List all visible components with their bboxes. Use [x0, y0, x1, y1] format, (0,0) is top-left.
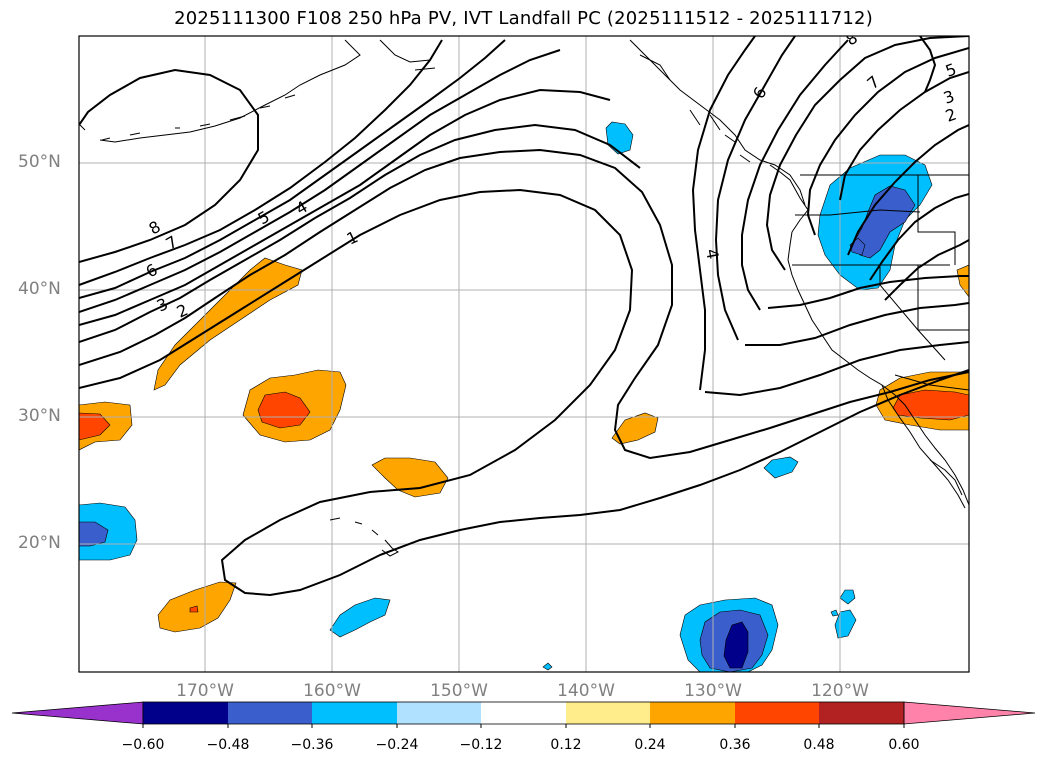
- pv-contours: [79, 36, 969, 597]
- pv-contour-5-east-outer: [847, 124, 969, 256]
- state-boundary-wa-or: [795, 209, 921, 216]
- map-title: 2025111300 F108 250 hPa PV, IVT Landfall…: [174, 8, 873, 29]
- colorbar-segment: [819, 702, 904, 724]
- colorbar: [11, 701, 1036, 728]
- baja-coast: [881, 384, 966, 509]
- colorbar-segment: [228, 702, 312, 724]
- state-boundary-nv: [879, 265, 946, 361]
- negative-ivt-regions: [79, 121, 933, 672]
- colorbar-segment: [481, 702, 566, 724]
- colorbar-tick-label: 0.24: [634, 737, 666, 753]
- colorbar-extend-low: [11, 701, 144, 725]
- alaska-mainland: [379, 39, 806, 206]
- colorbar-segment: [566, 702, 650, 724]
- positive-region-hawaii-ne: [371, 457, 449, 498]
- us-west-coast: [787, 231, 969, 506]
- pv-contour-7-west: [79, 39, 443, 286]
- strong-positive-west-edge: [79, 412, 111, 441]
- lat-label-50n: 50°N: [18, 152, 61, 172]
- strong-positive-region-30n: [257, 391, 311, 429]
- colorbar-segment: [735, 702, 819, 724]
- pv-contour-6-west: [79, 39, 506, 299]
- lon-label-150w: 150°W: [430, 681, 488, 701]
- colorbar-tick-label: −0.12: [459, 737, 503, 753]
- pv-contour-5-west: [79, 49, 561, 313]
- southeast-alaska-islands: [639, 54, 781, 173]
- colorbar-extend-high: [903, 701, 1036, 725]
- lat-label-30n: 30°N: [18, 406, 61, 426]
- colorbar-tick-label: 0.12: [550, 737, 582, 753]
- colorbar-tick-label: −0.60: [121, 737, 165, 753]
- pv-contour-2-southwest: [79, 148, 969, 460]
- aleutian-islands: [79, 94, 296, 141]
- negative-region-south-central: [329, 597, 391, 638]
- pv-contour-5-east: [741, 39, 849, 311]
- very-strong-negative-region-southeast: [723, 621, 749, 669]
- pv-contour-4-east: [691, 36, 756, 391]
- positive-region-right-edge: [956, 264, 969, 298]
- lon-label-160w: 160°W: [303, 681, 361, 701]
- lon-label-140w: 140°W: [557, 681, 615, 701]
- pv-contour-3-east: [714, 36, 796, 341]
- negative-region-sub-mexico-north: [839, 589, 856, 605]
- pv-contour-8-west: [79, 68, 259, 263]
- pv-contour-2-south-east: [704, 341, 969, 397]
- hawaii-islands: [329, 517, 399, 557]
- state-boundary-ut-az: [917, 265, 969, 331]
- pv-contour-7-east: [806, 47, 969, 236]
- lat-label-40n: 40°N: [18, 279, 61, 299]
- pv-contour-4-south-east: [767, 275, 969, 309]
- colorbar-tick-label: −0.36: [290, 737, 334, 753]
- colorbar-tick-label: 0.36: [719, 737, 751, 753]
- plot-area: 8 7 6 3 2 5 4 1 4 6 7 8 5 3 2: [79, 36, 969, 672]
- state-boundary-id: [917, 175, 956, 265]
- positive-region-subtropical-east: [611, 412, 659, 445]
- pv-contour-8-east: [839, 71, 969, 201]
- negative-region-tiny-2: [830, 609, 839, 617]
- strong-negative-west-edge-20n: [79, 521, 109, 547]
- colorbar-segment: [397, 702, 481, 724]
- colorbar-tick-label: −0.24: [375, 737, 419, 753]
- colorbar-segment: [650, 702, 735, 724]
- lat-label-20n: 20°N: [18, 533, 61, 553]
- pv-contour-3-west: [79, 123, 641, 343]
- pv-contour-3-south-east: [745, 302, 969, 346]
- lon-label-130w: 130°W: [684, 681, 742, 701]
- coastlines: [79, 39, 969, 557]
- positive-ivt-regions: [79, 257, 969, 633]
- lat-lon-grid: [79, 36, 969, 672]
- pv-contour-top-right: [919, 36, 937, 93]
- negative-region-tiny: [542, 662, 553, 671]
- contour-label: 4: [702, 247, 722, 260]
- colorbar-segment: [143, 702, 228, 724]
- plot-border: [78, 35, 970, 673]
- strong-positive-spot-south-west: [189, 605, 199, 613]
- colorbar-outline: [142, 701, 905, 725]
- bc-coast: [779, 171, 809, 233]
- negative-region-mexico-west: [763, 456, 799, 479]
- colorbar-segment: [312, 702, 397, 724]
- pv-contour-6-east: [765, 36, 969, 271]
- lon-label-120w: 120°W: [811, 681, 869, 701]
- state-boundary-az-mex: [894, 374, 969, 391]
- colorbar-tick-label: 0.48: [803, 737, 835, 753]
- colorbar-tick-label: −0.48: [206, 737, 250, 753]
- pv-contour-1: [79, 188, 969, 597]
- colorbar-tick-label: 0.60: [888, 737, 920, 753]
- pv-contour-2-east-outer: [884, 239, 969, 301]
- alaska-coast: [99, 39, 361, 143]
- pv-contour-3-east-outer: [869, 193, 969, 281]
- lon-label-170w: 170°W: [176, 681, 234, 701]
- negative-region-west-edge-20n: [79, 502, 138, 561]
- mexico-coast: [929, 459, 963, 496]
- pv-contour-4-west: [79, 88, 611, 326]
- positive-region-central-pacific-40n: [153, 257, 303, 391]
